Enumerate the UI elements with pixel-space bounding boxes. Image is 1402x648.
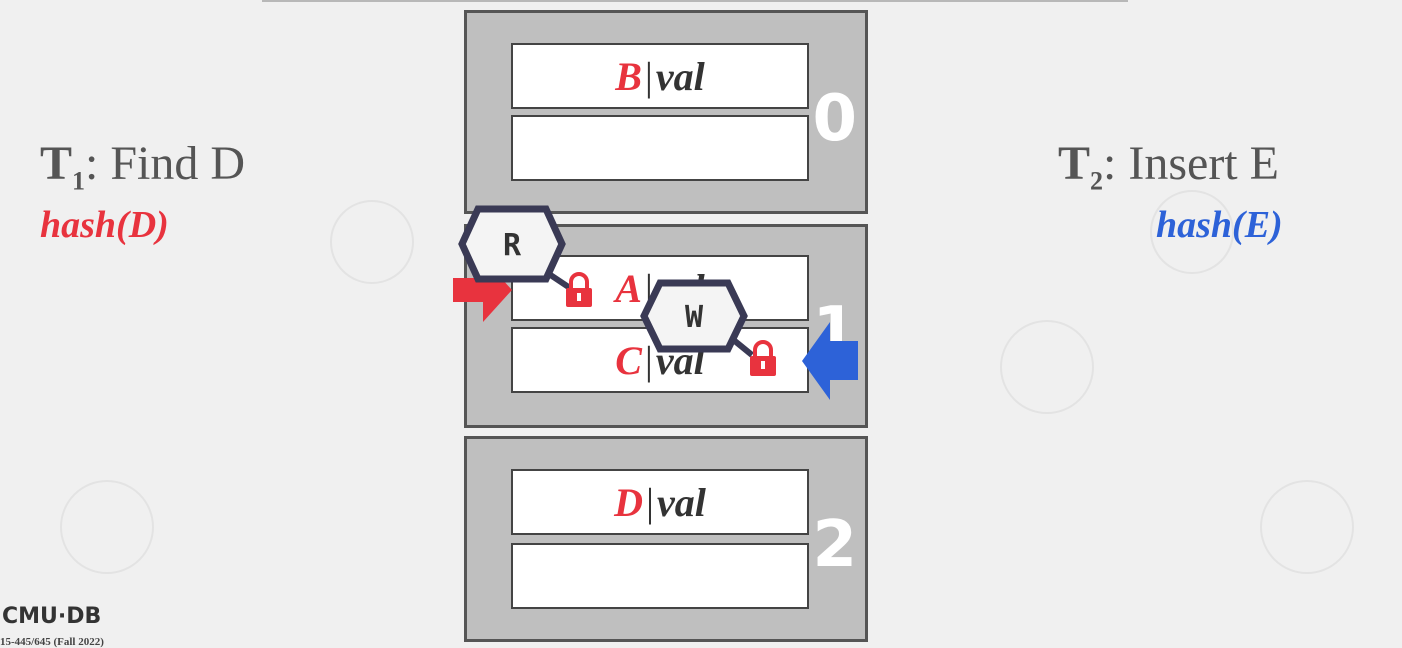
watermark-circle [1150,190,1234,274]
slot-separator: | [644,265,653,311]
slot-separator: | [644,53,653,99]
slot-separator: | [646,479,655,525]
page2-slot0: D | val [511,469,809,535]
page0-slot1 [511,115,809,181]
watermark-circle [1260,480,1354,574]
slot-key: B [615,53,642,99]
slot-value: val [655,53,705,99]
top-rule [262,0,1128,2]
txn2-action: : Insert E [1103,137,1279,190]
slot-value: val [657,479,706,525]
txn2-name: T [1058,137,1091,190]
read-latch-label: R [503,228,522,263]
page-number-2: 2 [812,508,857,582]
txn2-hash: hash(E) [1156,204,1283,246]
t2-arrow-icon [802,322,858,400]
slot-key: D [614,479,643,525]
course-label: 15-445/645 (Fall 2022) [0,636,104,648]
slot-key: A [615,265,642,311]
hash-page-2: D | val 2 [464,436,868,642]
watermark-circle [60,480,154,574]
txn1-subscript: 1 [72,166,86,196]
txn1-label: T1: Find D [40,140,245,195]
watermark-circle [330,200,414,284]
hash-page-0: B | val 0 [464,10,868,214]
txn2-label: T2: Insert E [1058,140,1279,195]
txn2-subscript: 2 [1090,166,1104,196]
watermark-circle [1000,320,1094,414]
page0-slot0: B | val [511,43,809,109]
write-latch-label: W [685,300,704,335]
write-latch-hexagon [640,279,748,353]
slot-key: C [615,337,642,383]
page-number-0: 0 [812,82,857,156]
txn1-hash: hash(D) [40,204,169,246]
page2-slot1 [511,543,809,609]
write-lock-icon [750,340,776,376]
read-latch-hexagon [458,205,566,283]
slot-separator: | [644,337,653,383]
read-lock-icon [566,272,592,307]
cmu-db-logo: CMU·DB [2,604,102,629]
txn1-action: : Find D [85,137,246,190]
txn1-name: T [40,137,73,190]
